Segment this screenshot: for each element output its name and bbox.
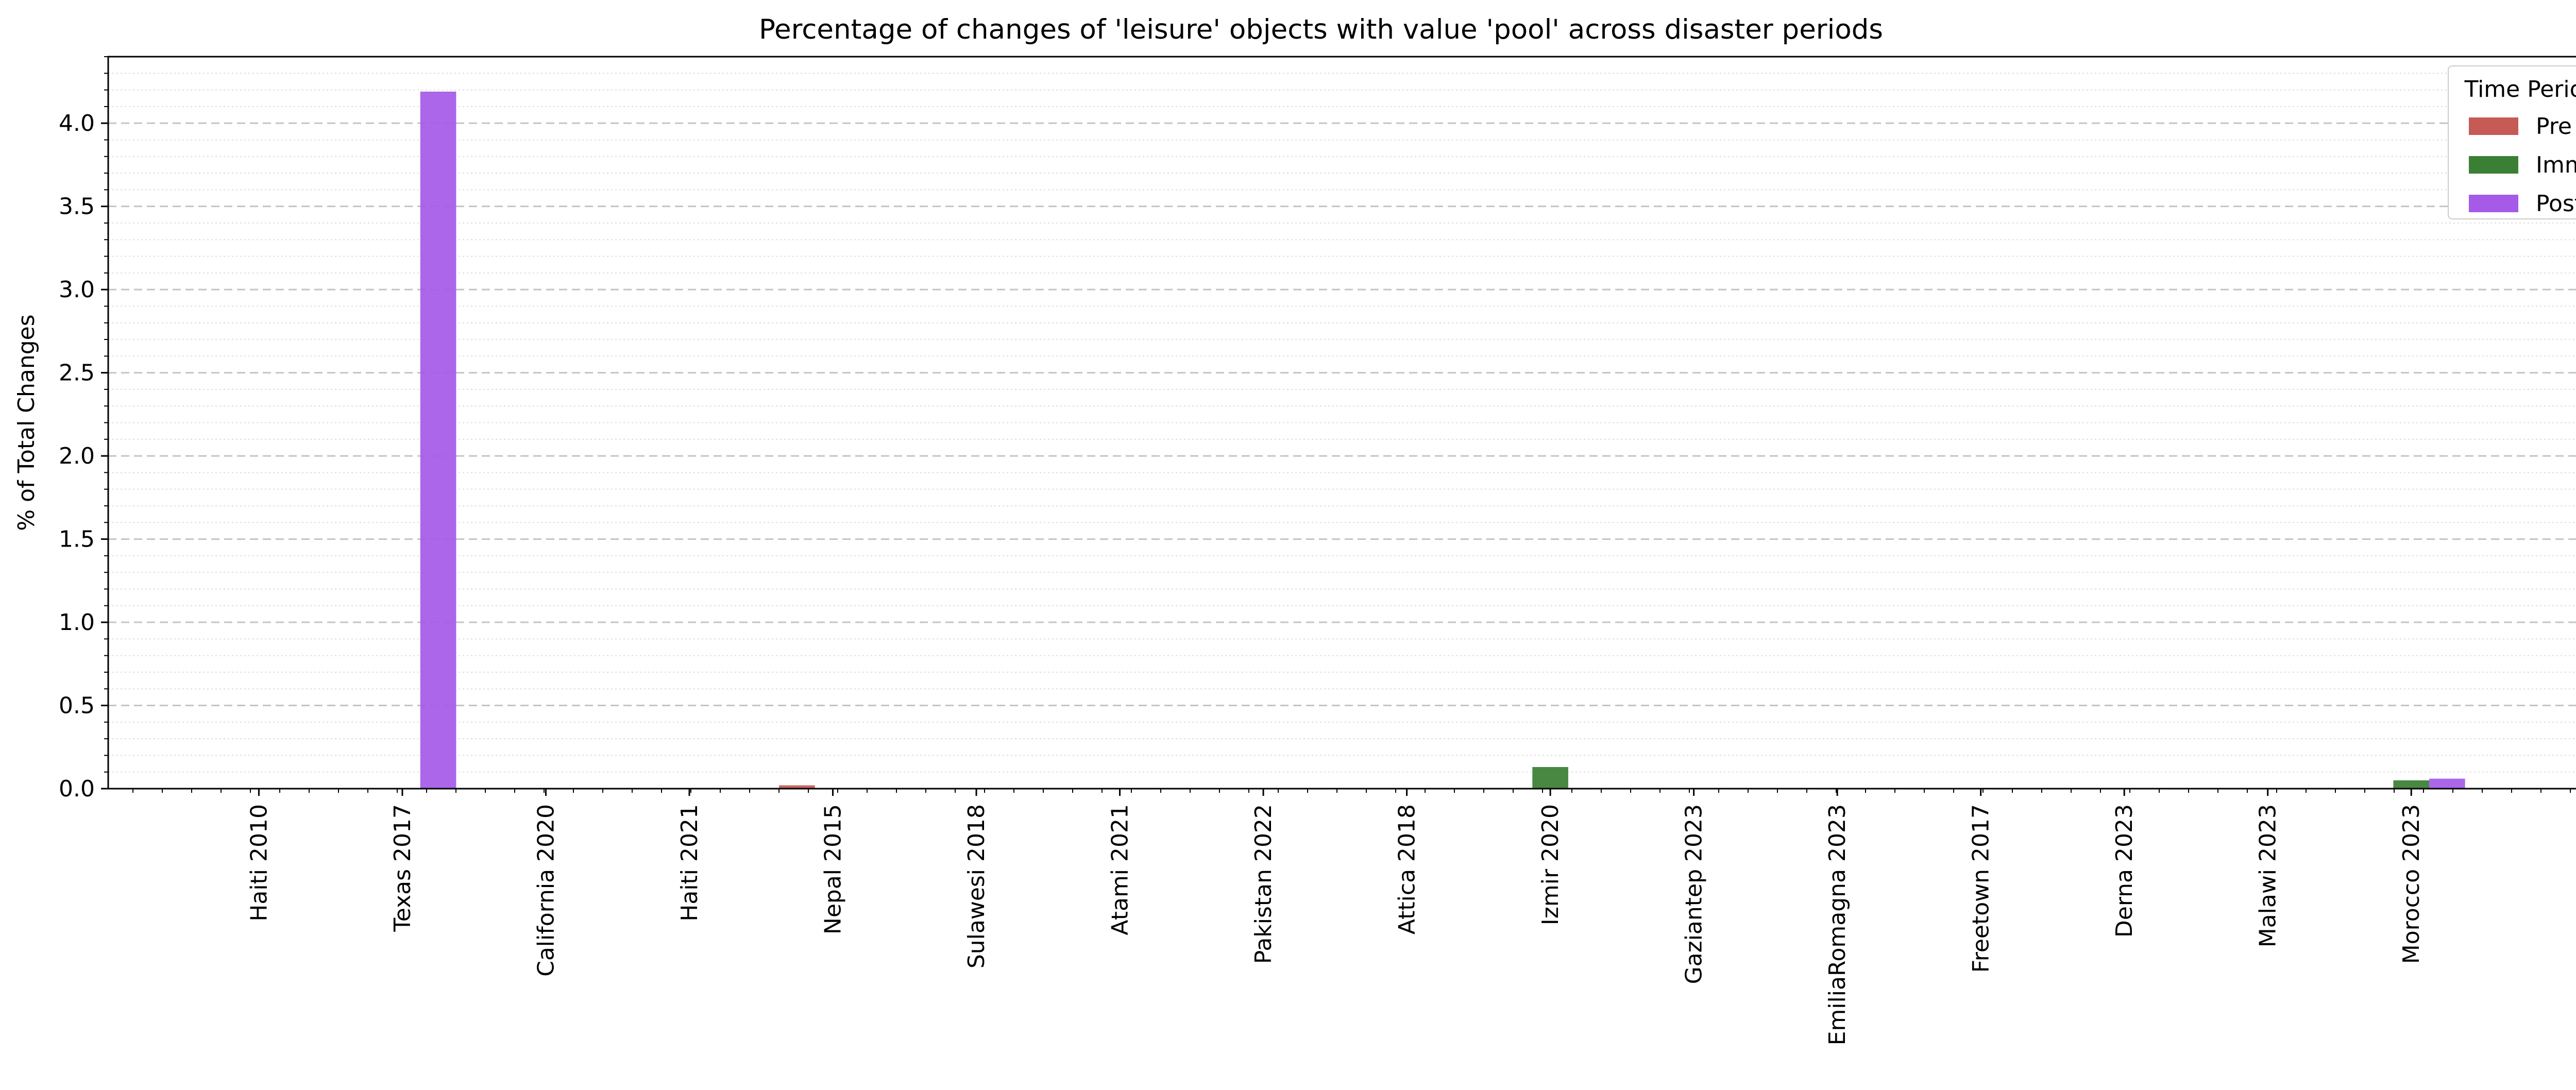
x-tick-label: California 2020 <box>533 804 559 977</box>
x-tick-label: Morocco 2023 <box>2398 804 2425 964</box>
legend-label-post: Post <box>2536 191 2576 217</box>
legend-entries: Pre Imm Post <box>2469 113 2576 217</box>
bar-post <box>2429 778 2465 789</box>
x-tick-label: Haiti 2010 <box>246 804 272 922</box>
bar-imm <box>1532 767 1568 789</box>
bar-post <box>420 91 456 789</box>
x-tick-label: Nepal 2015 <box>820 804 846 934</box>
axes: 0.0 0.5 1.0 1.5 2.0 2.5 3.0 3.5 4.0 Haiti 2010 Tex… <box>59 56 2576 1045</box>
y-tick-label: 2.0 <box>59 443 95 469</box>
legend: Time Period Pre Imm Post <box>2448 65 2576 219</box>
y-tick-label: 1.5 <box>59 526 95 553</box>
legend-title: Time Period <box>2464 76 2576 103</box>
x-tick-label: Gaziantep 2023 <box>1681 804 1707 984</box>
legend-swatch-imm <box>2469 156 2518 174</box>
bars <box>420 91 2465 789</box>
bar-pre <box>779 785 815 789</box>
chart-title: Percentage of changes of 'leisure' objec… <box>759 14 1883 45</box>
y-tick-label: 0.0 <box>59 776 95 802</box>
x-tick-label: Izmir 2020 <box>1537 804 1564 925</box>
y-tick-label: 2.5 <box>59 360 95 386</box>
x-tick-label: Pakistan 2022 <box>1250 804 1277 964</box>
y-axis-label: % of Total Changes <box>13 314 40 531</box>
x-tick-label: Malawi 2023 <box>2255 804 2281 947</box>
x-tick-label: Texas 2017 <box>389 804 416 932</box>
y-tick-label: 3.0 <box>59 277 95 303</box>
x-tick-label: Atami 2021 <box>1107 804 1133 935</box>
y-tick-label: 4.0 <box>59 110 95 137</box>
grid <box>108 56 2576 773</box>
x-tick-label: Derna 2023 <box>2111 804 2138 938</box>
legend-label-pre: Pre <box>2536 113 2572 140</box>
x-tick-label: EmiliaRomagna 2023 <box>1824 804 1851 1045</box>
plot-frame <box>107 56 2576 790</box>
x-tick-label: Freetown 2017 <box>1968 804 1994 973</box>
legend-label-imm: Imm <box>2536 152 2576 178</box>
legend-box <box>2448 65 2576 219</box>
y-tick-label: 1.0 <box>59 609 95 636</box>
y-tick-label: 0.5 <box>59 693 95 719</box>
x-tick-label: Attica 2018 <box>1394 804 1420 934</box>
x-tick-label: Haiti 2021 <box>676 804 703 922</box>
legend-swatch-pre <box>2469 117 2518 135</box>
x-tick-label: Sulawesi 2018 <box>963 804 990 968</box>
y-tick-label: 3.5 <box>59 194 95 220</box>
legend-swatch-post <box>2469 195 2518 212</box>
bar-imm <box>2393 780 2430 789</box>
